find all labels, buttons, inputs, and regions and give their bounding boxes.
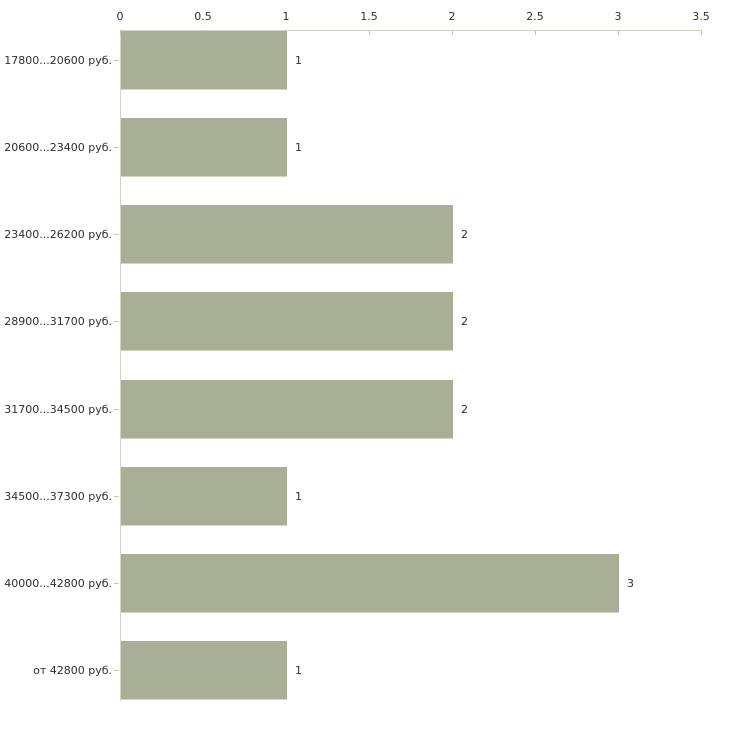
bar-row: 28900...31700 руб. 2: [0, 292, 730, 351]
x-axis-tick-label: 1: [282, 10, 290, 23]
value-label: 2: [461, 228, 468, 241]
value-label: 2: [461, 315, 468, 328]
x-axis-tick-label: 0.5: [194, 10, 212, 23]
y-axis-tick: [114, 670, 119, 671]
bar-row: 34500...37300 руб. 1: [0, 467, 730, 526]
x-axis-tick: [452, 30, 453, 35]
category-label: 40000...42800 руб.: [4, 577, 112, 590]
x-axis-tick-label: 2.5: [526, 10, 544, 23]
value-label: 3: [627, 577, 634, 590]
category-label: 23400...26200 руб.: [4, 228, 112, 241]
value-label: 1: [295, 664, 302, 677]
x-axis-tick: [120, 30, 121, 35]
bar: [121, 31, 287, 90]
category-label: от 42800 руб.: [33, 664, 112, 677]
bar: [121, 205, 453, 264]
value-label: 1: [295, 141, 302, 154]
bar-row: от 42800 руб. 1: [0, 641, 730, 700]
category-label: 28900...31700 руб.: [4, 315, 112, 328]
bar-row: 23400...26200 руб. 2: [0, 205, 730, 264]
category-label: 31700...34500 руб.: [4, 403, 112, 416]
category-label: 20600...23400 руб.: [4, 141, 112, 154]
value-label: 1: [295, 490, 302, 503]
value-label: 2: [461, 403, 468, 416]
x-axis-tick: [535, 30, 536, 35]
bar: [121, 118, 287, 177]
bar: [121, 467, 287, 526]
x-axis-tick: [369, 30, 370, 35]
value-label: 1: [295, 54, 302, 67]
x-axis-tick-label: 0: [116, 10, 124, 23]
bar: [121, 554, 619, 613]
bar-row: 20600...23400 руб. 1: [0, 118, 730, 177]
y-axis-tick: [114, 321, 119, 322]
y-axis-tick: [114, 234, 119, 235]
bar: [121, 380, 453, 439]
y-axis-line: [120, 30, 121, 701]
category-label: 34500...37300 руб.: [4, 490, 112, 503]
x-axis-tick-label: 3: [614, 10, 622, 23]
bar-row: 17800...20600 руб. 1: [0, 31, 730, 90]
bar-row: 40000...42800 руб. 3: [0, 554, 730, 613]
x-axis-tick: [701, 30, 702, 35]
y-axis-tick: [114, 409, 119, 410]
x-axis-line: [120, 30, 702, 31]
x-axis-tick-label: 1.5: [360, 10, 378, 23]
y-axis-tick: [114, 60, 119, 61]
category-label: 17800...20600 руб.: [4, 54, 112, 67]
y-axis-tick: [114, 583, 119, 584]
y-axis-tick: [114, 496, 119, 497]
x-axis-tick-label: 3.5: [692, 10, 710, 23]
bar-row: 31700...34500 руб. 2: [0, 380, 730, 439]
x-axis-tick-label: 2: [448, 10, 456, 23]
bar: [121, 292, 453, 351]
bar: [121, 641, 287, 700]
y-axis-tick: [114, 147, 119, 148]
x-axis-tick: [618, 30, 619, 35]
